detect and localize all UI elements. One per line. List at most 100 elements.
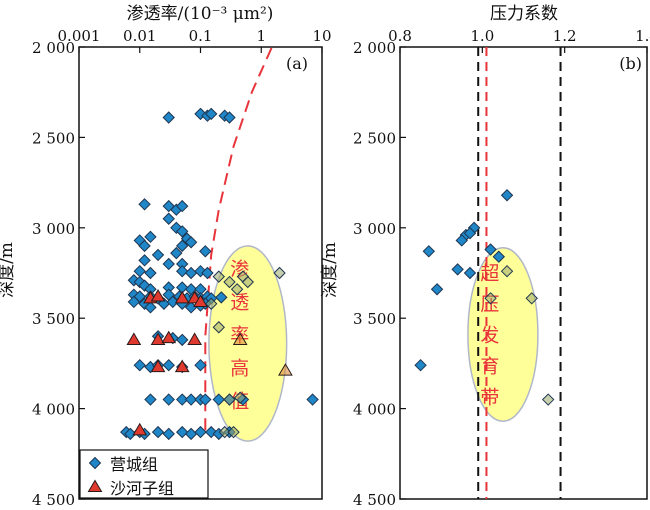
panel-a-point [144,230,157,244]
panel-b-point [541,393,555,406]
panel-b-pressure: 压力系数 深度/m (b) 2 000 2 500 3 000 3 500 4 000 4… [320,4,650,509]
panel-a-point [204,107,218,121]
panel-b-point [451,263,464,276]
panel-a-point [176,239,189,253]
legend-marker-ycz [88,456,102,470]
panel-a-point [273,266,286,280]
panel-a-point [174,359,190,373]
legend-box [79,449,209,499]
panel-a-point [223,275,236,289]
panel-b-annotation-char: 发 [480,324,499,346]
panel-b-y-axis-label: 深度/m [320,242,340,298]
panel-a-point [162,212,175,225]
panel-b-x-axis-label: 压力系数 [490,4,558,24]
panel-a-point [162,111,175,124]
panel-a-x-tick-label: 1 [256,27,266,45]
panel-b-annotation-char: 育 [480,355,499,377]
panel-b-label: (b) [619,54,642,73]
panel-a-point [150,289,166,302]
panel-a-point [176,264,189,278]
panel-b-point [484,243,497,256]
panel-a-point [194,359,207,372]
panel-a-point [199,245,212,258]
panel-a-point [218,425,231,439]
panel-a-high-permeability-zone [208,245,288,442]
panel-a-point [241,275,254,289]
panel-a-point [133,359,146,372]
panel-b-x-tick-label: 1.2 [553,27,577,45]
panel-a-x-tick-label: 0.1 [189,27,213,45]
panel-a-point [176,425,189,439]
panel-a-point [212,393,225,406]
panel-a-x-tick-label: 0.01 [123,27,156,45]
panel-a-point [193,294,208,307]
panel-b-point [430,283,444,296]
panel-a-y-tick-label: 3 000 [32,220,75,238]
panel-a-annotation-char: 透 [230,292,249,314]
panel-b-point [500,189,514,202]
panel-a-point [127,295,141,309]
panel-b-y-tick-label: 4 500 [353,491,396,509]
panel-a-point [227,425,240,439]
panel-a-point [278,363,293,376]
panel-a-point [194,425,207,439]
panel-a-point [176,393,189,406]
panel-a-point [162,393,175,406]
panel-b-y-tick-label: 2 000 [353,39,396,57]
panel-a-point [215,291,228,304]
panel-b-point [414,359,427,372]
panel-a-point [138,239,151,253]
panel-a-point [176,333,189,347]
panel-b-point [500,264,514,278]
panel-a-y-axis-label: 深度/m [0,242,17,298]
panel-a-x-axis-label: 渗透率/(10⁻³ μm²) [127,4,274,24]
legend-entry: 沙河子组 [110,479,174,498]
panel-a-point [184,393,198,406]
panel-b-y-tick-label: 2 500 [353,129,396,147]
panel-b-point [455,234,468,247]
panel-a-point [184,236,198,249]
panel-b-point [484,292,497,305]
panel-b-annotation-char: 带 [480,386,499,408]
panel-a-point [161,330,177,344]
panel-a-point [144,266,157,280]
panel-a-point [144,301,157,314]
panel-a-point [306,393,319,406]
panel-a-point [126,332,142,345]
panel-b-point [492,250,506,263]
panel-a-point [230,283,244,296]
panel-a-point [170,246,183,260]
panel-a-point [162,427,175,441]
panel-b-overpressure-zone [467,246,539,423]
panel-a-point [233,391,247,404]
panel-a-point [212,270,225,283]
panel-a-y-tick-label: 2 000 [32,39,75,57]
panel-a-point [166,295,180,309]
panel-b-y-tick-label: 4 000 [353,401,396,419]
panel-a-point [138,198,151,211]
panel-a-point [201,266,214,280]
panel-a-point [144,393,157,406]
panel-a-point [151,248,165,262]
panel-a-y-tick-label: 3 500 [32,310,75,328]
panel-b-point [422,245,436,258]
panel-b-x-tick-label: 1.4 [635,27,650,45]
panel-a-point [138,254,151,267]
panel-a-y-tick-label: 4 000 [32,401,75,419]
panel-a-point [223,111,236,124]
panel-a-point [132,422,148,436]
legend-marker-shz [87,479,103,493]
panel-a-permeability: 渗透率/(10⁻³ μm²) 深度/m (a) 2 000 2 500 3 000 3… [0,4,332,509]
panel-a-x-tick-label: 10 [312,27,331,45]
panel-b-point [463,227,477,240]
panel-a-point [162,359,175,372]
panel-a-y-tick-label: 4 500 [32,491,75,509]
panel-a-point [204,297,218,310]
panel-a-trend-line [204,46,273,431]
panel-a-point [150,359,166,373]
panel-a-point [232,332,248,345]
panel-b-point [525,292,538,305]
panel-a-point [176,225,189,238]
